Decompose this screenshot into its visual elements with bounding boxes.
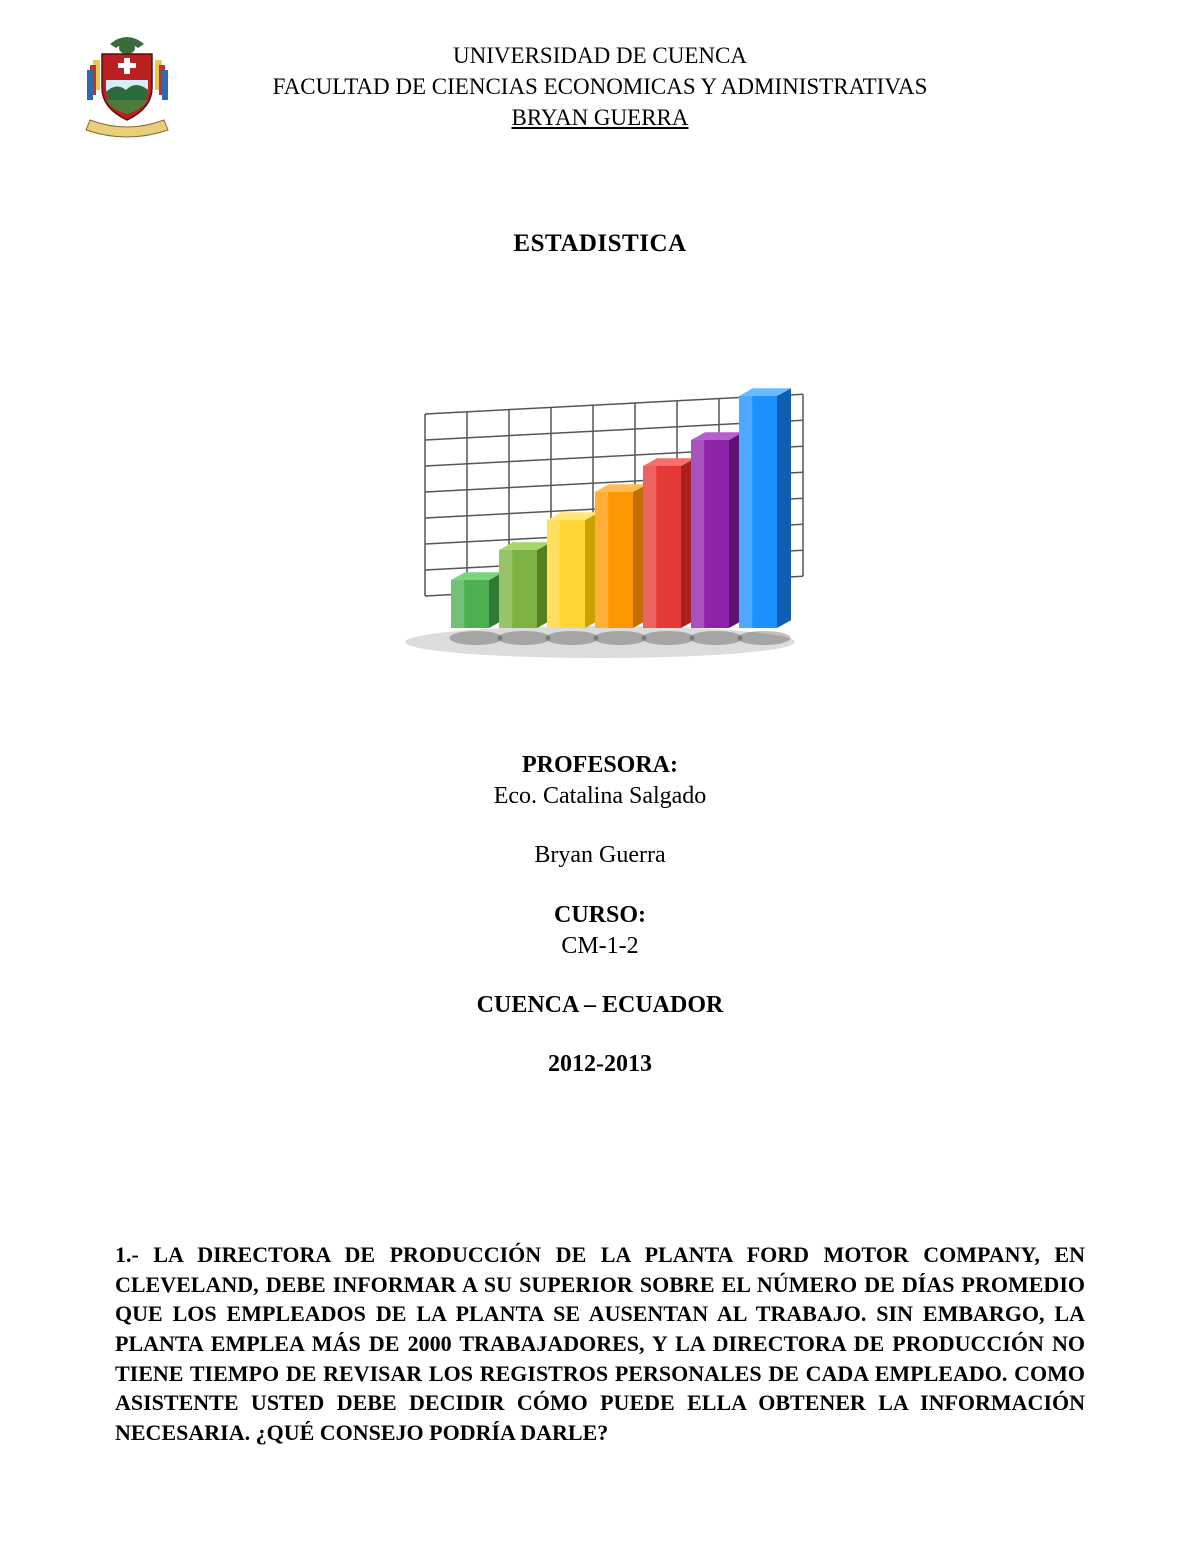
- year-range: 2012-2013: [0, 1049, 1200, 1080]
- institution-name: UNIVERSIDAD DE CUENCA: [0, 40, 1200, 71]
- course-value: CM-1-2: [0, 931, 1200, 962]
- faculty-name: FACULTAD DE CIENCIAS ECONOMICAS Y ADMINI…: [0, 71, 1200, 102]
- question-1-text: 1.- LA DIRECTORA DE PRODUCCIÓN DE LA PLA…: [115, 1240, 1085, 1448]
- document-title: ESTADISTICA: [0, 230, 1200, 258]
- bar-chart-svg: [385, 380, 815, 660]
- location: CUENCA – ECUADOR: [0, 990, 1200, 1021]
- course-details: PROFESORA: Eco. Catalina Salgado Bryan G…: [0, 750, 1200, 1108]
- bar-chart-illustration: [0, 380, 1200, 665]
- page-header: UNIVERSIDAD DE CUENCA FACULTAD DE CIENCI…: [0, 40, 1200, 133]
- professor-name: Eco. Catalina Salgado: [0, 781, 1200, 812]
- professor-label: PROFESORA:: [0, 750, 1200, 781]
- course-label: CURSO:: [0, 900, 1200, 931]
- author-name: BRYAN GUERRA: [0, 102, 1200, 133]
- student-name: Bryan Guerra: [0, 840, 1200, 871]
